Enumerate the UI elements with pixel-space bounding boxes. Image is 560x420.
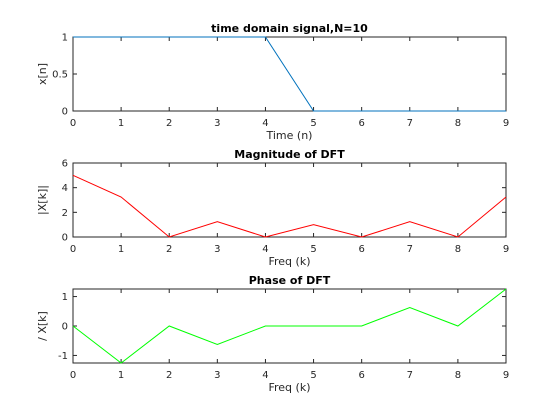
chart-title: Phase of DFT: [249, 274, 331, 287]
y-tick-label: 1: [62, 292, 68, 303]
x-tick-label: 7: [407, 370, 413, 381]
y-tick-label: 1: [62, 33, 68, 44]
x-tick-label: 9: [503, 244, 509, 255]
x-tick-label: 8: [455, 244, 461, 255]
x-tick-label: 3: [214, 118, 220, 129]
y-axis-label: x[n]: [36, 63, 49, 85]
subplot-1: 0 1 2 3 4 5 6 7 8 9 0 0.5 1 time domain signal,N=10 Ti…: [36, 22, 509, 142]
x-tick-label: 1: [118, 370, 124, 381]
y-tick-label: 0: [62, 233, 68, 244]
x-tick-label: 3: [214, 370, 220, 381]
x-tick-label: 8: [455, 118, 461, 129]
x-axis-label: Freq (k): [268, 255, 310, 268]
x-tick-label: 2: [166, 244, 172, 255]
x-tick-label: 4: [262, 244, 268, 255]
x-tick-label: 9: [503, 118, 509, 129]
x-tick-label: 1: [118, 118, 124, 129]
x-tick-label: 9: [503, 370, 509, 381]
x-tick-label: 7: [407, 244, 413, 255]
x-tick-label: 0: [70, 244, 76, 255]
series-line: [72, 174, 507, 238]
x-tick-label: 6: [358, 370, 364, 381]
series-line: [72, 288, 507, 364]
x-tick-label: 7: [407, 118, 413, 129]
x-tick-label: 0: [70, 118, 76, 129]
x-tick-label: 6: [358, 244, 364, 255]
x-tick-label: 6: [358, 118, 364, 129]
x-tick-label: 5: [310, 118, 316, 129]
x-tick-label: 2: [166, 370, 172, 381]
x-tick-label: 8: [455, 370, 461, 381]
plot-frame: [72, 162, 507, 238]
subplot-2: 0 1 2 3 4 5 6 7 8 9 0 2 4 6 Magnitude of DFT Freq (k) |X…: [36, 148, 509, 268]
y-tick-label: 0.5: [52, 70, 68, 81]
y-tick-label: 0: [62, 107, 68, 118]
x-axis-label: Freq (k): [268, 381, 310, 394]
y-axis-label: |X[k]|: [36, 185, 49, 215]
y-tick-label: 6: [62, 159, 68, 170]
x-tick-label: 4: [262, 118, 268, 129]
y-tick-label: 2: [62, 208, 68, 219]
x-tick-label: 4: [262, 370, 268, 381]
x-tick-label: 3: [214, 244, 220, 255]
x-tick-label: 1: [118, 244, 124, 255]
x-tick-label: 5: [310, 370, 316, 381]
y-tick-label: 0: [62, 322, 68, 333]
x-tick-label: 5: [310, 244, 316, 255]
y-tick-label: -1: [58, 351, 68, 362]
series-line: [73, 36, 506, 112]
y-tick-label: 4: [62, 183, 68, 194]
chart-title: time domain signal,N=10: [211, 22, 368, 35]
x-tick-label: 2: [166, 118, 172, 129]
x-tick-label: 0: [70, 370, 76, 381]
chart-title: Magnitude of DFT: [234, 148, 345, 161]
x-axis-label: Time (n): [266, 129, 313, 142]
y-axis-label: / X[k]: [36, 311, 49, 341]
